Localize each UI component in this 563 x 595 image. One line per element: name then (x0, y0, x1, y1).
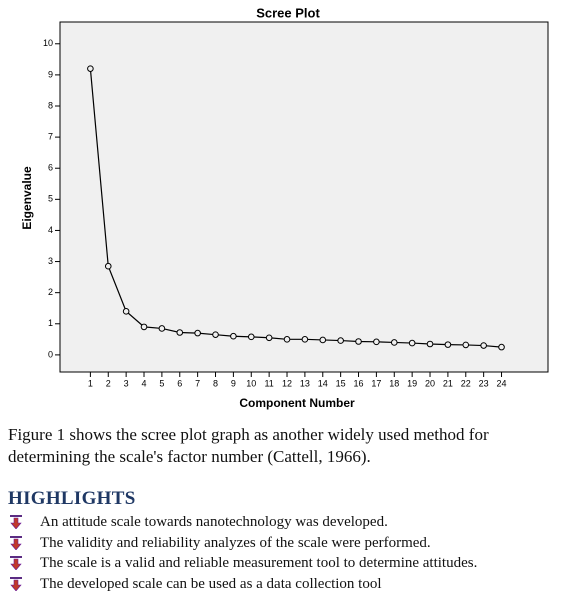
y-tick-label: 2 (48, 287, 53, 297)
x-tick-label: 20 (425, 378, 435, 388)
x-tick-label: 14 (318, 378, 328, 388)
data-point (87, 65, 94, 72)
x-tick-label: 3 (124, 378, 129, 388)
data-point (444, 341, 452, 348)
bullet-bar (10, 556, 22, 558)
x-tick-label: 17 (371, 378, 381, 388)
chart-title: Scree Plot (256, 5, 320, 20)
data-point (498, 343, 505, 351)
x-tick-label: 2 (106, 378, 111, 388)
data-point (122, 308, 130, 315)
bullet-arrow (10, 538, 22, 550)
data-point (480, 342, 487, 349)
x-tick-label: 15 (336, 378, 346, 388)
bullet-arrow (10, 517, 22, 529)
highlight-item: An attitude scale towards nanotechnology… (8, 512, 560, 533)
y-tick-label: 1 (48, 318, 53, 328)
bullet-arrow (10, 558, 22, 570)
x-tick-label: 22 (461, 378, 471, 388)
bullet-bar (10, 576, 22, 579)
data-point (283, 336, 291, 343)
bullet-icon (10, 576, 22, 591)
data-point (176, 329, 184, 336)
y-tick-label: 10 (43, 38, 53, 48)
data-point (355, 338, 362, 345)
x-tick-label: 5 (159, 378, 164, 388)
data-point (140, 323, 148, 331)
data-point (194, 329, 201, 337)
x-tick-label: 12 (282, 378, 292, 388)
y-tick-label: 7 (48, 131, 53, 141)
data-point (462, 341, 470, 349)
x-tick-label: 4 (142, 378, 147, 388)
y-tick-label: 5 (48, 194, 53, 204)
chart: Scree Plot Component Number Eigenvalue 0… (20, 5, 549, 410)
highlight-item: The developed scale can be used as a dat… (8, 574, 560, 595)
highlight-text: The developed scale can be used as a dat… (40, 575, 382, 592)
x-tick-label: 11 (264, 378, 273, 388)
data-point (247, 333, 255, 341)
bullet-icon (10, 515, 22, 529)
y-tick-label: 8 (48, 100, 53, 110)
bullet-arrow (10, 579, 22, 591)
data-point (373, 338, 380, 346)
y-tick-label: 4 (48, 225, 53, 235)
y-tick-label: 3 (48, 256, 53, 266)
bullet-icon (10, 556, 22, 570)
data-point (230, 332, 237, 340)
x-tick-label: 19 (407, 378, 417, 388)
data-point (390, 339, 398, 346)
data-point (265, 334, 273, 342)
y-tick-label: 6 (48, 163, 53, 173)
y-tick-label: 0 (48, 349, 53, 359)
x-tick-label: 10 (246, 378, 256, 388)
highlight-text: An attitude scale towards nanotechnology… (40, 514, 388, 530)
highlight-item: The validity and reliability analyzes of… (8, 533, 560, 554)
highlight-item: The scale is a valid and reliable measur… (8, 553, 560, 574)
x-tick-label: 24 (497, 378, 507, 388)
x-tick-label: 6 (177, 378, 182, 388)
x-tick-label: 16 (354, 378, 364, 388)
x-tick-label: 18 (389, 378, 399, 388)
data-point (158, 325, 166, 332)
data-point (104, 262, 112, 270)
bullet-bar (10, 515, 22, 517)
data-point (337, 337, 344, 344)
x-tick-label: 8 (213, 378, 218, 388)
highlight-text: The scale is a valid and reliable measur… (40, 555, 478, 571)
x-tick-label: 21 (443, 378, 453, 388)
highlight-text: The validity and reliability analyzes of… (40, 534, 431, 551)
x-tick-label: 13 (300, 378, 310, 388)
x-axis-label: Component Number (239, 396, 355, 410)
data-point (212, 331, 219, 338)
data-point (301, 336, 309, 343)
bullet-bar (10, 535, 22, 538)
figure-caption: Figure 1 shows the scree plot graph as a… (8, 425, 489, 466)
x-tick-label: 7 (195, 378, 200, 388)
y-axis-label: Eigenvalue (20, 166, 34, 230)
bullet-icon (10, 535, 22, 550)
x-tick-label: 9 (231, 378, 236, 388)
plot-area (59, 21, 549, 373)
data-point (426, 340, 434, 348)
x-tick-label: 23 (479, 378, 489, 388)
x-tick-label: 1 (88, 378, 93, 388)
data-point (408, 339, 416, 347)
y-tick-label: 9 (48, 69, 53, 79)
highlights-title: HIGHLIGHTS (8, 488, 136, 509)
data-point (319, 336, 327, 344)
highlights-list: An attitude scale towards nanotechnology… (8, 512, 560, 594)
